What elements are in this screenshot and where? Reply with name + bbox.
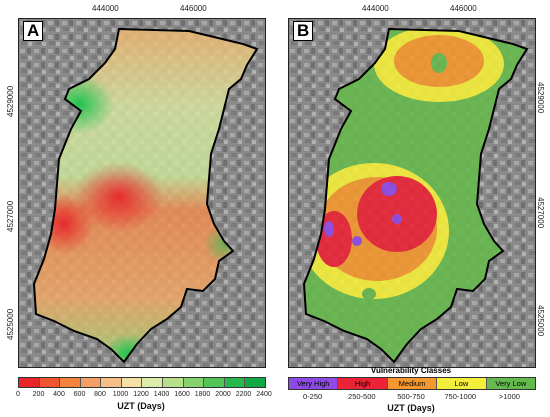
- vulnerability-class-swatch: Low: [437, 378, 487, 389]
- legend-swatch: [204, 378, 225, 387]
- legend-swatch: [163, 378, 184, 387]
- vulnerability-class-legend: Very High High Medium Low Very Low: [288, 377, 536, 390]
- vulnerability-legend-title: Vulnerability Classes: [370, 366, 452, 375]
- panel-a-ytick: 4527000: [6, 200, 15, 232]
- legend-tick-label: 1400: [153, 391, 170, 398]
- panel-b-xtick: 444000: [362, 4, 389, 13]
- uzt-color-legend: [18, 377, 266, 388]
- panel-a-label: A: [23, 21, 44, 41]
- panel-b-ytick: 4525000: [536, 305, 545, 337]
- map-panel-a: A: [18, 18, 266, 368]
- legend-tick-label: 1000: [112, 391, 129, 398]
- legend-tick-label: 800: [94, 391, 106, 398]
- map-panel-b: B: [288, 18, 536, 368]
- legend-swatch: [101, 378, 122, 387]
- vulnerability-class-range: 0-250: [303, 392, 323, 401]
- panel-a-xtick: 444000: [92, 4, 119, 13]
- vulnerability-class-swatch: Very Low: [486, 378, 536, 389]
- legend-tick-label: 2000: [215, 391, 231, 398]
- vulnerability-ranges: 0-250 250-500 500-750 750-1000 >1000: [288, 392, 534, 401]
- panel-b-xtick: 446000: [450, 4, 477, 13]
- legend-tick-label: 1600: [174, 391, 190, 398]
- legend-tick-label: 200: [32, 391, 45, 398]
- uzt-axis-title-a: UZT (Days): [117, 401, 165, 411]
- vulnerability-class-swatch: Medium: [387, 378, 438, 389]
- legend-swatch: [60, 378, 81, 387]
- panel-b-ytick: 4527000: [536, 197, 545, 229]
- panel-a-ytick: 4529000: [6, 85, 15, 117]
- study-area-boundary: [302, 27, 529, 364]
- vulnerability-map-b: [289, 19, 535, 367]
- legend-swatch: [19, 378, 40, 387]
- legend-tick-label: 2400: [256, 391, 272, 398]
- legend-tick-label: 1800: [194, 391, 211, 398]
- panel-a-ytick: 4525000: [6, 308, 15, 340]
- legend-swatch: [224, 378, 246, 387]
- vulnerability-class-range: 250-500: [348, 392, 376, 401]
- panel-a-xtick: 446000: [180, 4, 207, 13]
- legend-swatch: [142, 378, 164, 387]
- vulnerability-class-range: 750-1000: [444, 392, 477, 401]
- panel-b-ytick: 4529000: [536, 82, 545, 114]
- uzt-map-a: [19, 19, 265, 367]
- legend-tick-label: 2200: [235, 391, 252, 398]
- legend-swatch: [121, 378, 143, 387]
- vulnerability-class-swatch: High: [338, 378, 388, 389]
- legend-swatch: [183, 378, 205, 387]
- legend-tick-label: 600: [73, 391, 86, 398]
- vulnerability-class-range: >1000: [498, 392, 520, 401]
- legend-swatch: [245, 378, 265, 387]
- vulnerability-class-swatch: Very High: [289, 378, 339, 389]
- panel-b-label: B: [293, 21, 314, 41]
- legend-swatch: [80, 378, 102, 387]
- legend-tick-label: 400: [53, 391, 65, 398]
- legend-tick-label: 0: [16, 391, 20, 398]
- study-area-boundary: [32, 27, 259, 364]
- vulnerability-class-range: 500-750: [397, 392, 425, 401]
- uzt-axis-title-b: UZT (Days): [387, 403, 435, 413]
- legend-swatch: [39, 378, 61, 387]
- legend-tick-label: 1200: [133, 391, 149, 398]
